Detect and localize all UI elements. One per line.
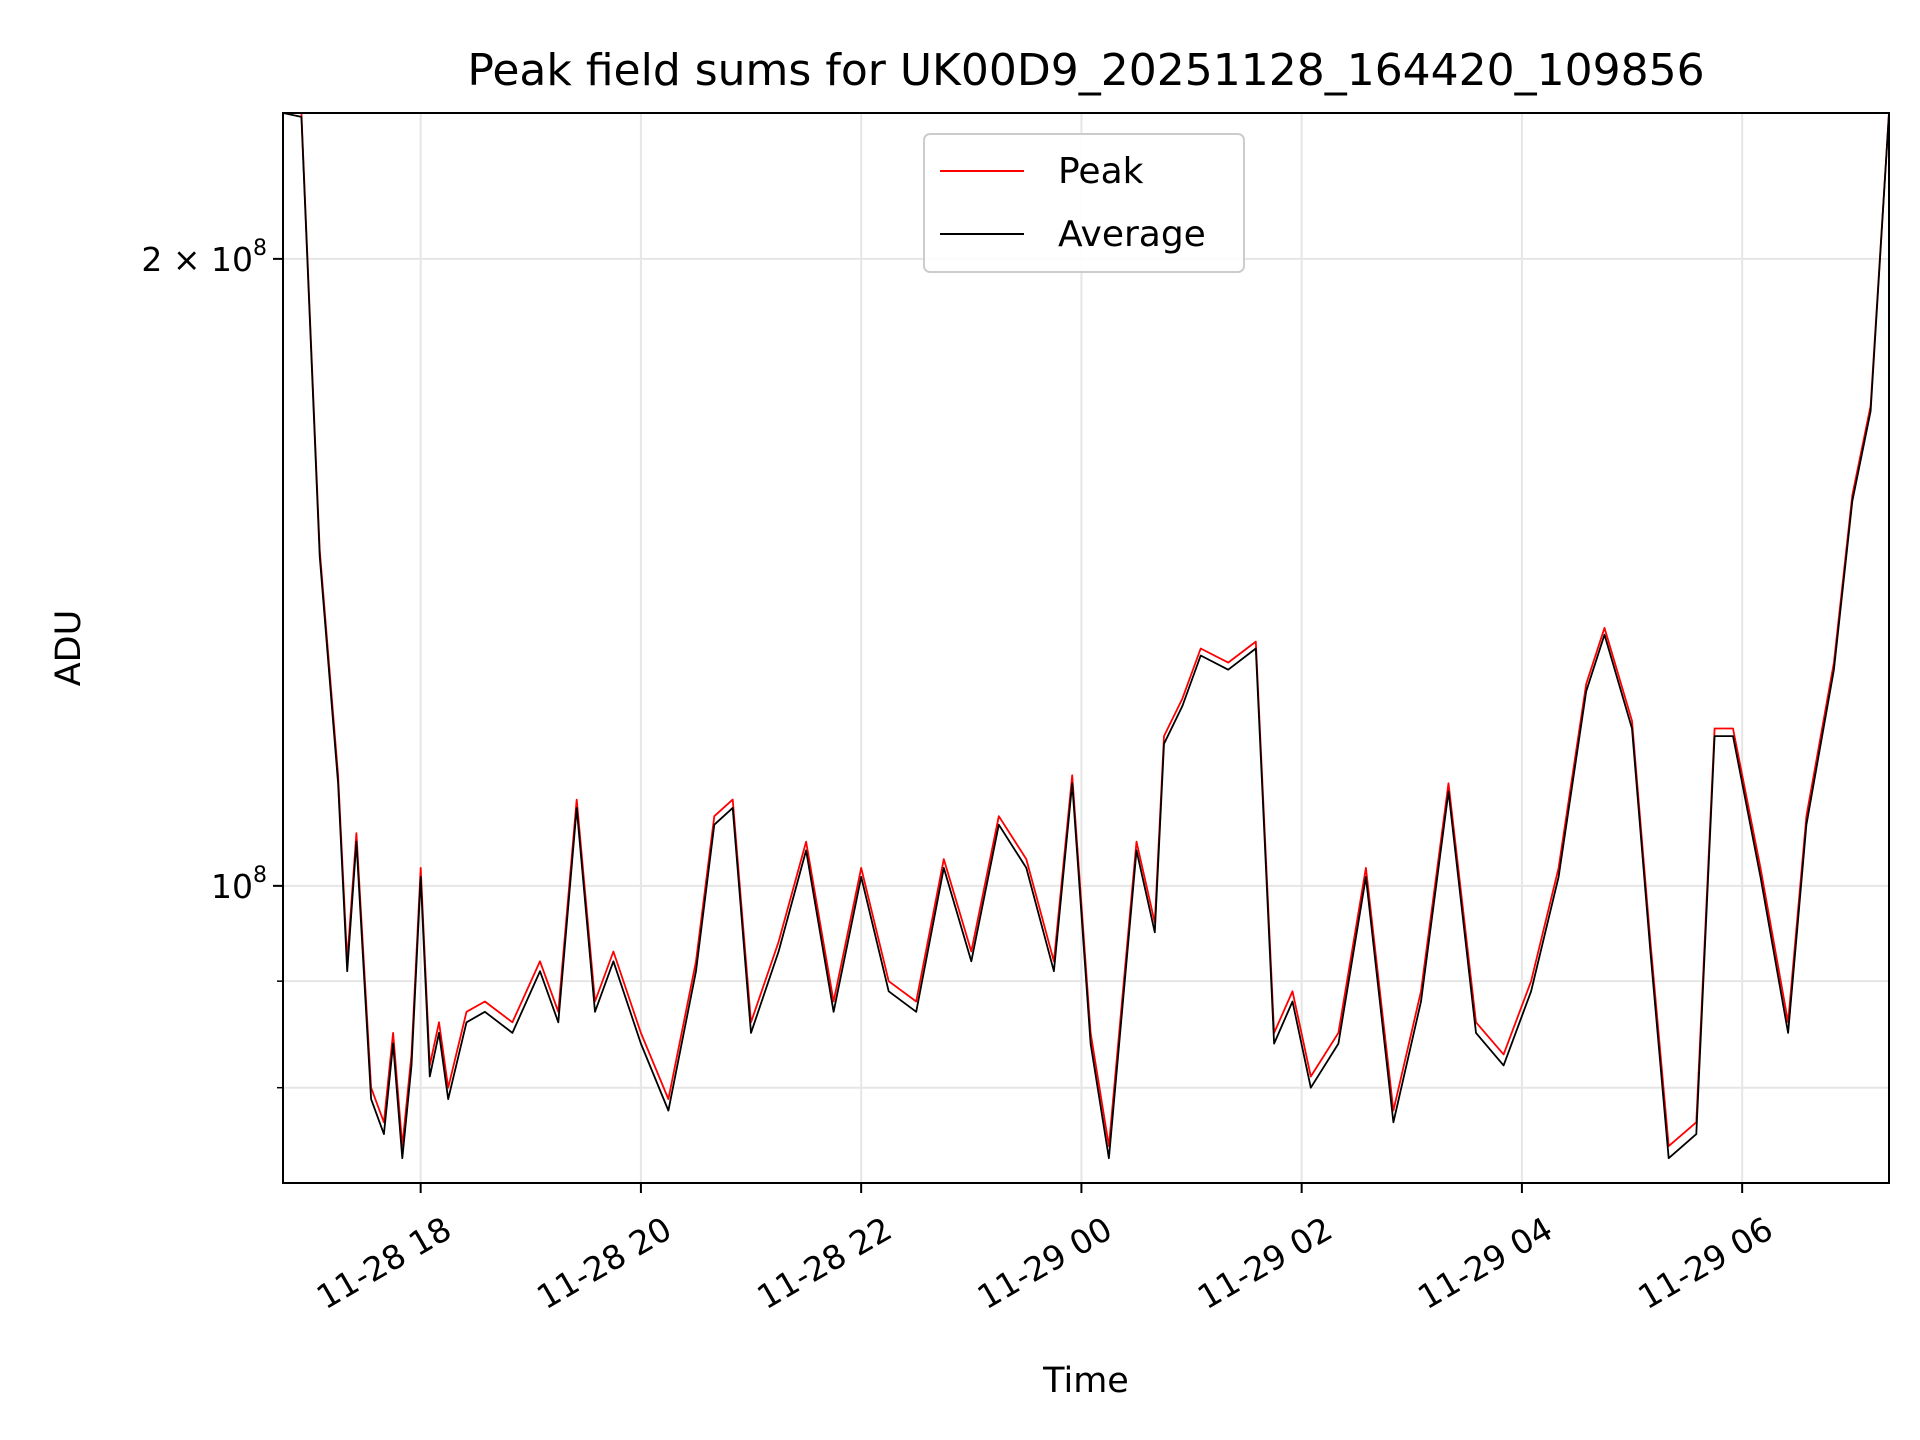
plot-frame [282,112,1890,1184]
chart-title: Peak field sums for UK00D9_20251128_1644… [467,45,1704,96]
y-axis-label: ADU [49,610,89,687]
y-tick-base: 10 [211,867,253,906]
legend: Peak Average [923,133,1245,273]
y-tick-label: 108 [211,863,267,906]
legend-label-average: Average [1058,214,1206,255]
y-tick-label: 2 × 108 [141,236,267,279]
y-tick-exponent: 8 [253,863,267,888]
series-line-peak [283,113,1889,1147]
legend-label-peak: Peak [1058,151,1144,192]
y-tick-exponent: 8 [253,236,267,261]
series-line-average [283,113,1889,1160]
y-tick-base: 2 × 10 [141,240,253,279]
legend-box [923,133,1245,273]
series-layer [283,113,1889,1160]
x-axis-label: Time [1042,1361,1129,1401]
